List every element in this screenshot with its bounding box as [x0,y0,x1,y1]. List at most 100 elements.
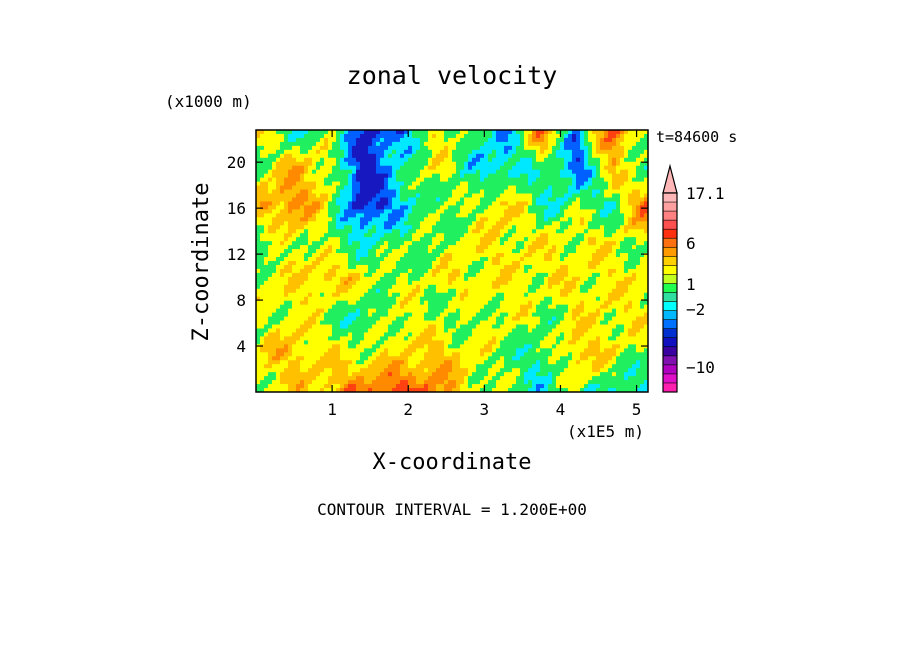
heatmap-cell [332,130,337,135]
heatmap-cell [524,145,529,151]
heatmap-cell [364,288,369,294]
heatmap-cell [372,272,377,278]
heatmap-cell [536,169,541,175]
heatmap-cell [576,237,581,242]
heatmap-cell [540,157,545,163]
heatmap-cell [328,276,333,282]
heatmap-cell [560,245,565,250]
heatmap-cell [428,304,433,310]
heatmap-cell [336,225,341,230]
heatmap-cell [624,288,629,294]
heatmap-cell [448,177,453,183]
heatmap-cell [272,169,277,175]
heatmap-cell [500,229,505,234]
heatmap-cell [496,304,501,310]
heatmap-cell [320,149,325,155]
heatmap-cell [280,221,285,226]
heatmap-cell [296,133,301,139]
heatmap-cell [400,177,405,183]
heatmap-cell [576,133,581,139]
heatmap-cell [324,221,329,226]
heatmap-cell [348,165,353,171]
heatmap-cell [256,217,261,222]
heatmap-cell [424,137,429,143]
heatmap-cell [552,137,557,143]
heatmap-cell [604,233,609,238]
heatmap-cell [588,316,593,321]
heatmap-cell [400,292,405,298]
heatmap-cell [628,157,633,163]
heatmap-cell [640,241,645,246]
heatmap-cell [492,272,497,278]
heatmap-cell [416,197,421,202]
heatmap-cell [464,261,469,266]
heatmap-cell [524,137,529,143]
heatmap-cell [508,193,513,198]
heatmap-cell [404,280,409,286]
heatmap-cell [452,173,457,179]
heatmap-cell [528,300,533,306]
heatmap-cell [292,276,297,282]
heatmap-cell [448,237,453,242]
heatmap-cell [380,189,385,194]
heatmap-cell [592,284,597,290]
heatmap-cell [516,229,521,234]
heatmap-cell [352,209,357,214]
heatmap-cell [576,209,581,214]
heatmap-cell [576,312,581,317]
heatmap-cell [452,324,457,329]
heatmap-cell [472,284,477,290]
heatmap-cell [392,308,397,314]
heatmap-cell [408,193,413,198]
heatmap-cell [508,284,513,290]
heatmap-cell [352,292,357,298]
heatmap-cell [440,201,445,206]
heatmap-cell [312,157,317,163]
heatmap-cell [324,296,329,302]
heatmap-cell [392,201,397,206]
heatmap-cell [380,296,385,302]
heatmap-cell [472,133,477,139]
heatmap-cell [372,161,377,167]
heatmap-cell [276,197,281,202]
heatmap-cell [476,133,481,139]
heatmap-cell [564,296,569,302]
heatmap-cell [284,209,289,214]
heatmap-cell [528,201,533,206]
heatmap-cell [488,173,493,179]
heatmap-cell [468,145,473,151]
heatmap-cell [500,328,505,333]
heatmap-cell [340,201,345,206]
heatmap-cell [516,308,521,314]
heatmap-cell [400,229,405,234]
heatmap-cell [312,169,317,175]
heatmap-cell [364,165,369,171]
heatmap-cell [564,261,569,266]
heatmap-cell [608,328,613,333]
heatmap-cell [376,304,381,310]
heatmap-cell [348,181,353,186]
heatmap-cell [332,141,337,147]
heatmap-cell [552,177,557,183]
heatmap-cell [308,245,313,250]
heatmap-cell [428,141,433,147]
heatmap-cell [404,133,409,139]
heatmap-cell [524,130,529,135]
heatmap-cell [468,308,473,314]
heatmap-cell [556,245,561,250]
heatmap-cell [604,130,609,135]
heatmap-cell [556,169,561,175]
heatmap-cell [364,308,369,314]
heatmap-cell [632,201,637,206]
heatmap-cell [608,264,613,270]
heatmap-cell [452,320,457,325]
heatmap-cell [360,205,365,210]
heatmap-cell [400,308,405,314]
heatmap-cell [604,304,609,310]
heatmap-cell [460,229,465,234]
heatmap-cell [636,316,641,321]
heatmap-cell [276,316,281,321]
heatmap-cell [528,241,533,246]
heatmap-cell [616,181,621,186]
heatmap-cell [396,284,401,290]
